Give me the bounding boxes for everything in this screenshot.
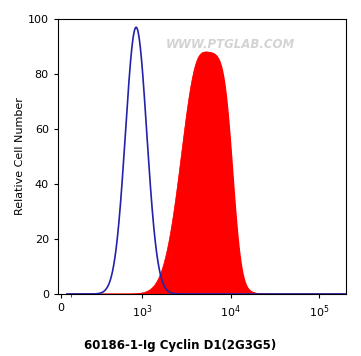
Text: WWW.PTGLAB.COM: WWW.PTGLAB.COM <box>166 38 295 51</box>
Text: 60186-1-Ig Cyclin D1(2G3G5): 60186-1-Ig Cyclin D1(2G3G5) <box>84 339 277 352</box>
Y-axis label: Relative Cell Number: Relative Cell Number <box>15 98 25 215</box>
